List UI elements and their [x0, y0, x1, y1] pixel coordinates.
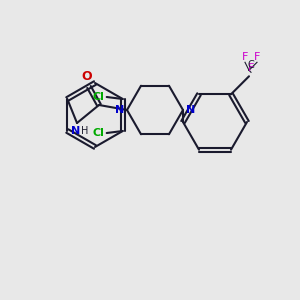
- Text: N: N: [186, 105, 195, 115]
- Text: Cl: Cl: [93, 128, 105, 138]
- Text: F: F: [248, 63, 254, 73]
- Text: N: N: [71, 126, 81, 136]
- Text: O: O: [82, 70, 92, 83]
- Text: F: F: [254, 52, 260, 62]
- Text: N: N: [115, 105, 124, 115]
- Text: F: F: [242, 52, 248, 62]
- Text: Cl: Cl: [93, 92, 105, 102]
- Text: H: H: [81, 126, 89, 136]
- Text: C: C: [248, 60, 254, 70]
